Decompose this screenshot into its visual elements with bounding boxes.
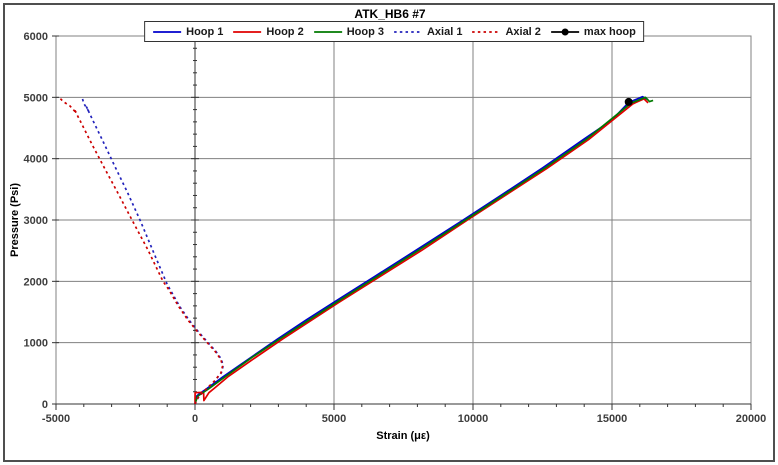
x-tick-label: 0 — [192, 413, 198, 425]
y-tick-label: 1000 — [24, 338, 48, 350]
x-axis-title: Strain (με) — [376, 430, 430, 442]
legend-item-axial-2: Axial 2 — [471, 25, 541, 38]
legend-swatch-axial-1-icon — [393, 30, 422, 33]
x-tick-label: 10000 — [458, 413, 489, 425]
series-max-hoop-marker — [624, 97, 633, 106]
legend-swatch-axial-2-icon — [472, 30, 501, 33]
y-tick-label: 5000 — [24, 92, 48, 104]
legend-label-max-hoop: max hoop — [583, 25, 636, 38]
x-tick-label: 20000 — [736, 413, 767, 425]
legend-label-axial-1: Axial 1 — [426, 25, 463, 38]
series-axial-2-line — [58, 96, 224, 405]
x-tick-label: 5000 — [322, 413, 346, 425]
legend-swatch-hoop-1-icon — [153, 30, 182, 33]
y-tick-label: 0 — [42, 399, 48, 411]
legend-swatch-hoop-3-icon — [313, 30, 342, 33]
legend-label-hoop-3: Hoop 3 — [346, 25, 384, 38]
y-tick-label: 4000 — [24, 154, 48, 166]
legend: Hoop 1 Hoop 2 Hoop 3 Axial 1 Axial 2 max hoop — [144, 21, 644, 42]
x-tick-label: 15000 — [597, 413, 628, 425]
y-tick-label: 2000 — [24, 276, 48, 288]
legend-item-max-hoop: max hoop — [550, 26, 636, 38]
legend-swatch-hoop-2-icon — [233, 30, 262, 33]
legend-label-hoop-1: Hoop 1 — [186, 25, 224, 38]
legend-item-axial-1: Axial 1 — [393, 26, 462, 38]
legend-item-hoop-1: Hoop 1 — [152, 26, 223, 38]
series-axial-1-line — [81, 97, 224, 405]
series-hoop-2-line — [194, 98, 649, 404]
legend-swatch-max-hoop-icon — [550, 28, 579, 35]
y-tick-label: 6000 — [24, 31, 48, 43]
y-tick-label: 3000 — [24, 215, 48, 227]
legend-item-hoop-2: Hoop 2 — [232, 25, 304, 38]
legend-label-axial-2: Axial 2 — [505, 25, 541, 38]
series-hoop-3-line — [194, 96, 654, 405]
x-tick-label: -5000 — [42, 413, 70, 425]
chart-title: ATK_HB6 #7 — [354, 7, 426, 21]
legend-item-hoop-3: Hoop 3 — [313, 26, 384, 38]
legend-label-hoop-2: Hoop 2 — [266, 25, 304, 38]
